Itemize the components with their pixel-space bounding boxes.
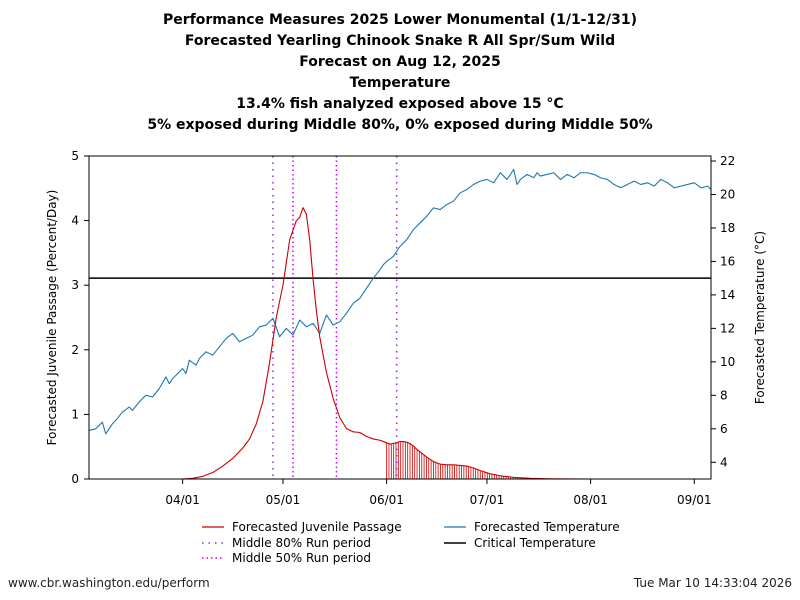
legend-label-middle80: Middle 80% Run period: [232, 536, 371, 550]
legend-swatch-critical: [444, 542, 466, 544]
chart-subtitle-exposure: 13.4% fish analyzed exposed above 15 °C: [236, 96, 564, 112]
legend-swatch-passage: [202, 526, 224, 528]
x-axis-tick-label: 08/01: [573, 493, 608, 507]
exposure-hatch: [386, 441, 561, 479]
x-axis-tick-label: 09/01: [677, 493, 712, 507]
chart-subtitle-forecast-date: Forecast on Aug 12, 2025: [299, 54, 501, 70]
legend-swatch-temperature: [444, 526, 466, 528]
x-axis-tick-label: 04/01: [165, 493, 200, 507]
y-axis-title: Forecasted Juvenile Passage (Percent/Day…: [45, 190, 59, 446]
y2-axis-tick-label: 10: [720, 355, 735, 369]
chart-subtitle-measure: Temperature: [349, 75, 451, 91]
x-axis-tick-label: 06/01: [369, 493, 404, 507]
legend-label-passage: Forecasted Juvenile Passage: [232, 520, 402, 534]
source-url: www.cbr.washington.edu/perform: [8, 576, 210, 590]
y-axis-tick-label: 2: [71, 343, 79, 357]
legend-label-middle50: Middle 50% Run period: [232, 551, 371, 565]
legend-label-temperature: Forecasted Temperature: [474, 520, 620, 534]
y2-axis-tick-label: 8: [720, 388, 728, 402]
y-axis-tick-label: 1: [71, 407, 79, 421]
y2-axis-tick-label: 14: [720, 288, 735, 302]
y2-axis-tick-label: 22: [720, 154, 735, 168]
y-axis-tick-label: 5: [71, 149, 79, 163]
y2-axis-tick-label: 20: [720, 187, 735, 201]
legend-swatch-middle50: [202, 557, 224, 559]
y-axis-tick-label: 0: [71, 472, 79, 486]
y-axis-tick-label: 4: [71, 214, 79, 228]
y2-axis-tick-label: 12: [720, 321, 735, 335]
legend-label-critical: Critical Temperature: [474, 536, 596, 550]
legend-item-passage: Forecasted Juvenile Passage: [200, 519, 402, 535]
y-axis-tick-label: 3: [71, 278, 79, 292]
x-axis-tick-label: 07/01: [470, 493, 505, 507]
y2-axis-tick-label: 4: [720, 455, 728, 469]
legend-item-middle80: Middle 80% Run period: [200, 535, 371, 551]
legend-item-temperature: Forecasted Temperature: [442, 519, 620, 535]
y2-axis-tick-label: 6: [720, 422, 728, 436]
series-temperature-line: [88, 168, 712, 435]
legend-item-middle50: Middle 50% Run period: [200, 550, 371, 566]
plot-frame: [88, 155, 712, 480]
series-passage-line: [182, 207, 591, 480]
chart-subtitle-exposure-detail: 5% exposed during Middle 80%, 0% exposed…: [147, 117, 653, 133]
generated-timestamp: Tue Mar 10 14:33:04 2026: [633, 576, 792, 590]
legend-item-critical: Critical Temperature: [442, 535, 596, 551]
chart-titles: Performance Measures 2025 Lower Monument…: [0, 10, 800, 136]
x-axis-tick-label: 05/01: [266, 493, 301, 507]
chart-title: Performance Measures 2025 Lower Monument…: [163, 12, 637, 28]
y2-axis-tick-label: 16: [720, 254, 735, 268]
chart-subtitle-species: Forecasted Yearling Chinook Snake R All …: [184, 33, 616, 49]
legend-swatch-middle80: [202, 542, 224, 544]
y2-axis-tick-label: 18: [720, 221, 735, 235]
y2-axis-title: Forecasted Temperature (°C): [753, 231, 767, 404]
